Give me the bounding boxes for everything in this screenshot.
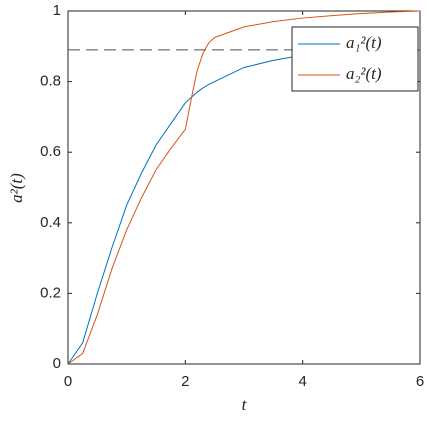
legend-box xyxy=(291,26,419,92)
x-tick-label: 4 xyxy=(298,373,306,390)
legend-label: a₁²(t) xyxy=(346,33,382,52)
axes-box xyxy=(67,10,421,365)
line-series xyxy=(67,49,421,365)
y-tick-label: 0.4 xyxy=(40,214,61,231)
y-tick-label: 0.6 xyxy=(40,143,61,160)
line-series xyxy=(67,10,421,365)
y-axis-label: a²(t) xyxy=(7,173,26,203)
x-tick-label: 2 xyxy=(181,373,189,390)
y-tick-label: 1 xyxy=(53,2,61,19)
x-tick-label: 6 xyxy=(416,373,424,390)
x-tick-label: 0 xyxy=(64,373,72,390)
y-tick-label: 0.2 xyxy=(40,284,61,301)
x-axis-label: t xyxy=(242,395,248,414)
legend-label: a₂²(t) xyxy=(346,64,382,83)
y-tick-label: 0.8 xyxy=(40,73,61,90)
y-tick-label: 0 xyxy=(53,355,61,372)
